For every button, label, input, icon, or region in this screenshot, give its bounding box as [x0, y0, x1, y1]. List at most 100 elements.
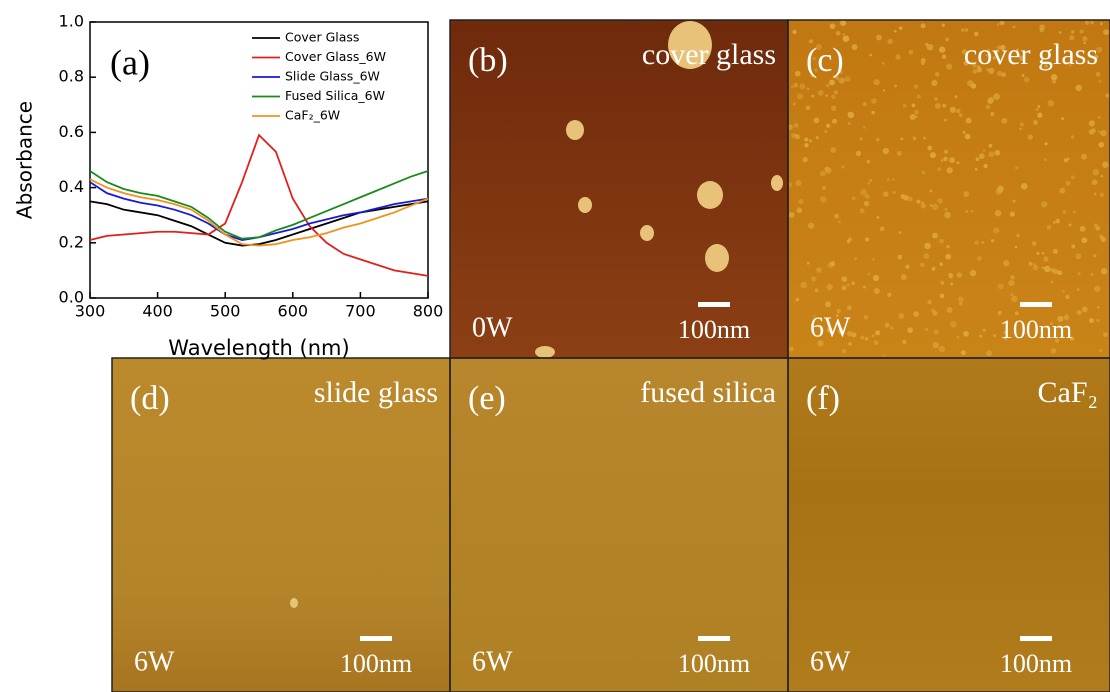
grain	[993, 334, 996, 337]
grain	[808, 223, 814, 229]
grain	[1011, 296, 1018, 303]
grain	[1071, 175, 1075, 179]
grain	[913, 137, 917, 141]
grain	[942, 24, 945, 27]
grain	[1094, 286, 1100, 292]
grain	[1001, 118, 1007, 124]
grain	[913, 311, 919, 317]
grain	[825, 94, 828, 97]
grain	[804, 138, 808, 142]
grain	[1092, 169, 1099, 176]
grain	[1022, 74, 1025, 77]
grain	[865, 237, 869, 241]
grain	[820, 196, 827, 203]
grain	[977, 256, 982, 261]
grain	[950, 321, 957, 328]
y-tick-label: 0.8	[59, 67, 84, 86]
grain	[907, 327, 913, 333]
grain	[1100, 22, 1103, 25]
grain	[804, 143, 808, 147]
panel-letter: (b)	[468, 42, 508, 79]
grain	[939, 346, 945, 352]
grain	[986, 105, 990, 109]
grain	[1059, 188, 1065, 194]
grain	[1053, 249, 1058, 254]
grain	[1101, 175, 1103, 177]
x-tick-label: 400	[142, 302, 173, 321]
grain	[983, 329, 986, 332]
grain	[1028, 135, 1033, 140]
grain	[867, 273, 870, 276]
grain	[793, 102, 796, 105]
grain	[976, 157, 980, 161]
grain	[1033, 120, 1038, 125]
material-label: CaF₂	[1038, 376, 1098, 409]
grain	[834, 90, 839, 95]
grain	[1071, 30, 1075, 34]
grain	[1099, 349, 1103, 353]
grain	[939, 239, 944, 244]
grain	[1096, 319, 1099, 322]
grain	[1055, 219, 1060, 224]
grain	[863, 126, 866, 129]
legend-label: Cover Glass_6W	[285, 49, 386, 64]
grain	[1092, 179, 1098, 185]
grain	[796, 180, 802, 186]
power-label: 6W	[810, 312, 851, 343]
legend-label: Slide Glass_6W	[285, 69, 380, 84]
grain	[946, 63, 952, 69]
grain	[894, 84, 897, 87]
grain	[998, 187, 1003, 192]
grain	[933, 342, 939, 348]
grain	[939, 46, 945, 52]
x-tick-label: 600	[278, 302, 309, 321]
grain	[1062, 210, 1066, 214]
grain	[1037, 113, 1042, 118]
material-label: cover glass	[964, 38, 1098, 71]
grain	[842, 285, 847, 290]
grain	[874, 288, 880, 294]
grain	[865, 337, 868, 340]
grain	[1016, 234, 1020, 238]
grain	[826, 84, 830, 88]
grain	[983, 149, 986, 152]
grain	[825, 301, 831, 307]
scale-bar	[360, 636, 392, 641]
grain	[993, 227, 999, 233]
grain	[974, 240, 979, 245]
grain	[974, 32, 979, 37]
grain	[827, 284, 833, 290]
grain	[927, 300, 931, 304]
grain	[869, 179, 872, 182]
x-tick-label: 500	[210, 302, 241, 321]
grain	[816, 267, 822, 273]
grain	[887, 39, 892, 44]
grain	[1044, 266, 1050, 272]
grain	[1047, 225, 1052, 230]
grain	[848, 238, 851, 241]
grain	[914, 84, 918, 88]
grain	[993, 93, 1000, 100]
grain	[829, 79, 835, 85]
grain	[797, 93, 803, 99]
grain	[1080, 30, 1084, 34]
grain	[795, 71, 801, 77]
grain	[932, 204, 938, 210]
grain	[1021, 183, 1028, 190]
grain	[1024, 77, 1030, 83]
grain	[845, 76, 851, 82]
power-label: 0W	[472, 312, 513, 343]
grain	[800, 282, 807, 289]
grain	[1019, 128, 1022, 131]
grain	[882, 62, 885, 65]
grain	[830, 147, 836, 153]
grain	[794, 123, 799, 128]
grain	[1097, 306, 1099, 308]
grain	[809, 139, 812, 142]
grain	[863, 286, 866, 289]
grain	[795, 298, 799, 302]
grain	[1051, 348, 1057, 354]
grain	[944, 208, 947, 211]
grain	[824, 130, 827, 133]
figure: (a) Wavelength (nm) Absorbance 0.00.20.4…	[0, 0, 1110, 692]
